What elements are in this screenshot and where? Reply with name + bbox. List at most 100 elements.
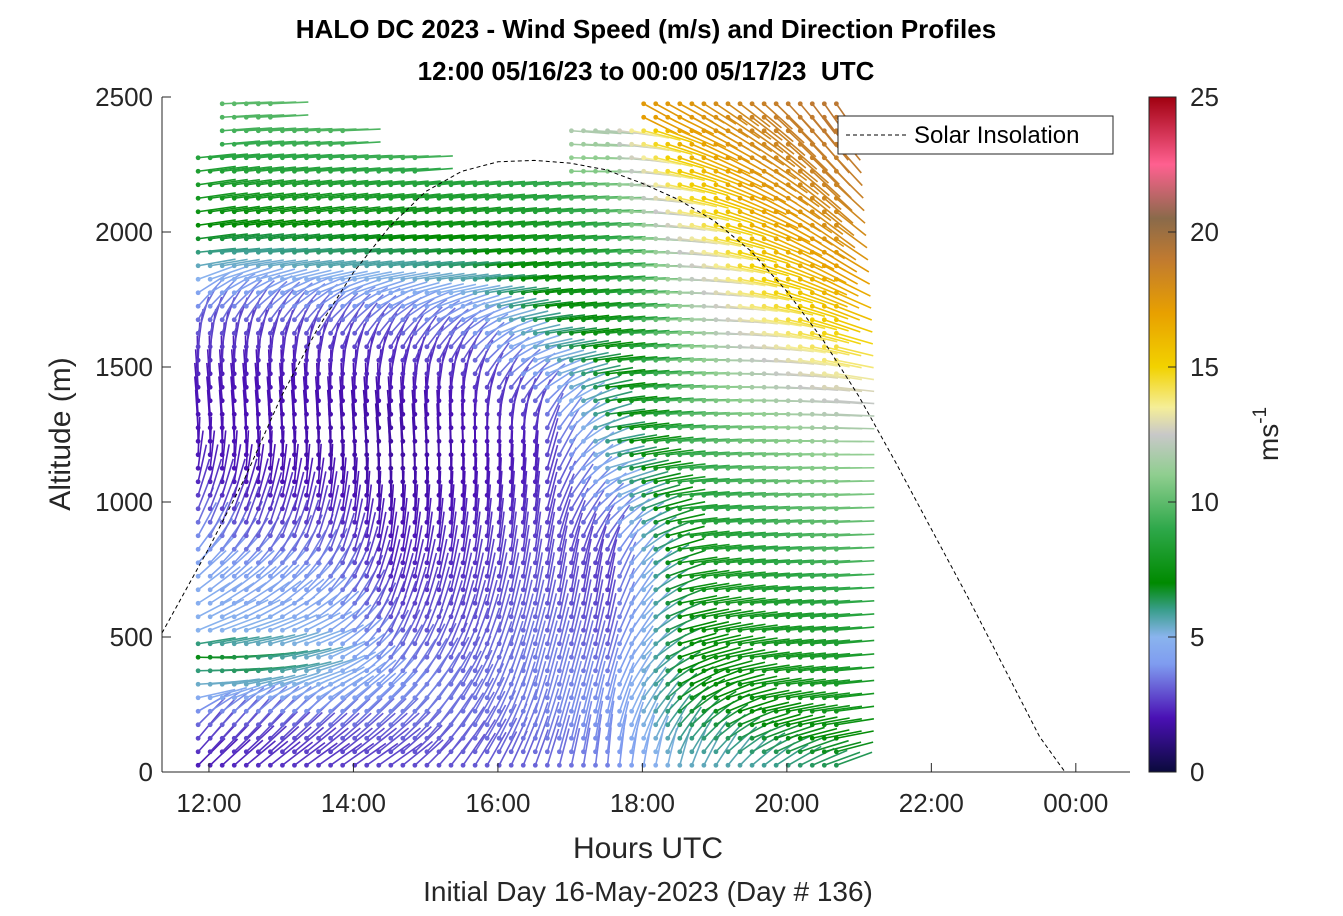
wind-barb-head xyxy=(593,533,598,538)
wind-barb-head xyxy=(822,574,827,579)
wind-barb-head xyxy=(665,398,670,403)
wind-barb-head xyxy=(437,695,442,700)
wind-barb-head xyxy=(509,223,514,228)
wind-barb-head xyxy=(437,196,442,201)
wind-barb-head xyxy=(738,250,743,255)
wind-barb-head xyxy=(400,668,405,673)
wind-barb-head xyxy=(762,182,767,187)
wind-barb-head xyxy=(412,722,417,727)
wind-barb-head xyxy=(208,344,213,349)
wind-barb-head xyxy=(762,479,767,484)
wind-barb-head xyxy=(617,763,622,768)
wind-barb-head xyxy=(485,722,490,727)
wind-barb-head xyxy=(653,493,658,498)
wind-barb-head xyxy=(605,601,610,606)
wind-barb-head xyxy=(810,601,815,606)
wind-barb-head xyxy=(677,533,682,538)
wind-barb-head xyxy=(461,182,466,187)
wind-barb-head xyxy=(569,398,574,403)
wind-barb-head xyxy=(292,601,297,606)
wind-barb-head xyxy=(208,412,213,417)
wind-barb-head xyxy=(220,628,225,633)
wind-barb-head xyxy=(449,196,454,201)
wind-barb-head xyxy=(473,209,478,214)
wind-barb-head xyxy=(244,439,249,444)
wind-barb-head xyxy=(352,425,357,430)
wind-barb-head xyxy=(617,317,622,322)
wind-barb-head xyxy=(726,628,731,633)
wind-barb-head xyxy=(677,115,682,120)
wind-barb-head xyxy=(714,466,719,471)
wind-barb-head xyxy=(208,358,213,363)
wind-barb-head xyxy=(256,250,261,255)
wind-barb-head xyxy=(629,358,634,363)
wind-barb-head xyxy=(714,425,719,430)
wind-barb-head xyxy=(738,385,743,390)
wind-barb-head xyxy=(786,209,791,214)
wind-barb-head xyxy=(412,371,417,376)
wind-barb-head xyxy=(714,520,719,525)
wind-barb-head xyxy=(485,601,490,606)
wind-barb-head xyxy=(509,290,514,295)
wind-barb-head xyxy=(665,668,670,673)
wind-barb-head xyxy=(340,439,345,444)
wind-barb-head xyxy=(364,439,369,444)
wind-barb-head xyxy=(461,587,466,592)
wind-barb-head xyxy=(677,142,682,147)
wind-barb-head xyxy=(280,169,285,174)
wind-barb-head xyxy=(810,344,815,349)
wind-barb-head xyxy=(268,695,273,700)
wind-barb-head xyxy=(774,385,779,390)
wind-barb-head xyxy=(256,668,261,673)
wind-barb-head xyxy=(569,547,574,552)
wind-barb-head xyxy=(485,290,490,295)
wind-barb-head xyxy=(292,520,297,525)
wind-barb-head xyxy=(425,398,430,403)
wind-barb-head xyxy=(557,695,562,700)
wind-barb-head xyxy=(689,533,694,538)
wind-barb-head xyxy=(280,358,285,363)
wind-barb-head xyxy=(196,520,201,525)
wind-barb-head xyxy=(352,587,357,592)
wind-barb-head xyxy=(665,655,670,660)
wind-barb-head xyxy=(738,128,743,133)
wind-barb-head xyxy=(425,493,430,498)
wind-barb-head xyxy=(244,587,249,592)
wind-barb-head xyxy=(280,506,285,511)
wind-barb-head xyxy=(196,466,201,471)
wind-barb-head xyxy=(292,358,297,363)
wind-barb-head xyxy=(545,709,550,714)
wind-barb-head xyxy=(292,236,297,241)
wind-barb-head xyxy=(750,182,755,187)
wind-barb-head xyxy=(738,560,743,565)
wind-barb-head xyxy=(677,236,682,241)
wind-barb-head xyxy=(762,722,767,727)
wind-barb-head xyxy=(425,668,430,673)
wind-barb-head xyxy=(617,533,622,538)
wind-barb-head xyxy=(701,358,706,363)
wind-barb-head xyxy=(256,317,261,322)
wind-barb-head xyxy=(738,304,743,309)
wind-barb-head xyxy=(786,155,791,160)
wind-barb-head xyxy=(701,142,706,147)
wind-barb-head xyxy=(425,641,430,646)
wind-barb-head xyxy=(533,533,538,538)
wind-barb-head xyxy=(653,682,658,687)
wind-barb-head xyxy=(425,763,430,768)
wind-barb-head xyxy=(340,385,345,390)
wind-barb-head xyxy=(256,466,261,471)
wind-barb-head xyxy=(798,398,803,403)
wind-barb-head xyxy=(256,722,261,727)
wind-barb-head xyxy=(412,331,417,336)
wind-barb-head xyxy=(798,385,803,390)
wind-barb-head xyxy=(641,695,646,700)
wind-barb-head xyxy=(545,614,550,619)
wind-barb-head xyxy=(352,533,357,538)
wind-barb-head xyxy=(521,736,526,741)
wind-barb-head xyxy=(714,763,719,768)
wind-barb-head xyxy=(533,763,538,768)
wind-barb-head xyxy=(750,587,755,592)
wind-barb-head xyxy=(726,439,731,444)
wind-barb-head xyxy=(521,560,526,565)
wind-barb-head xyxy=(738,317,743,322)
